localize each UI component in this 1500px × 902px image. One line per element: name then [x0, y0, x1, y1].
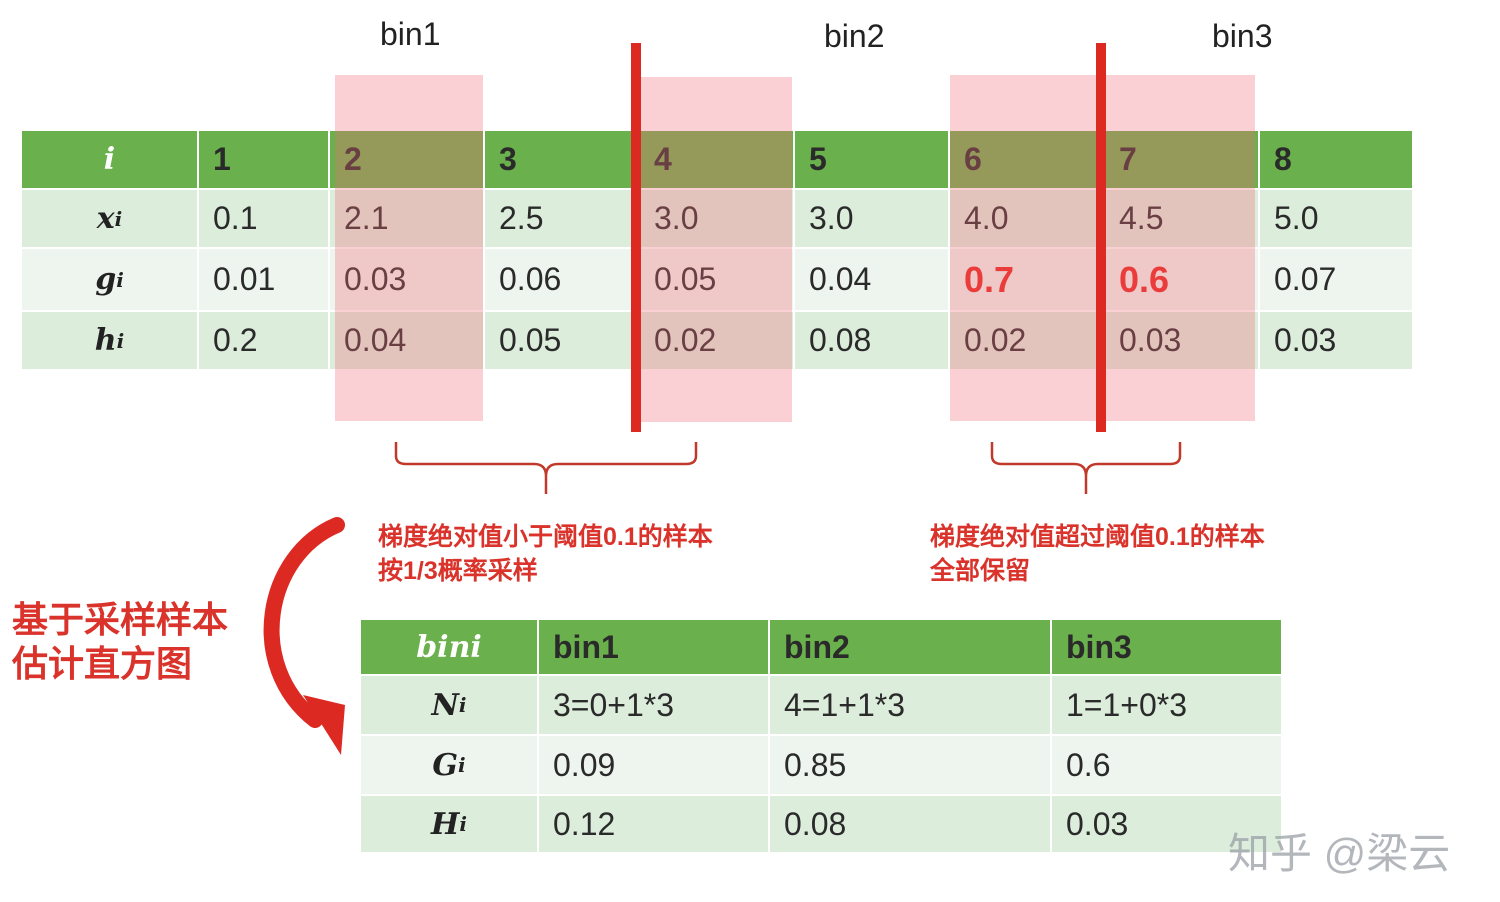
- N-value: 4=1+1*3: [770, 676, 1050, 734]
- index-cell: 8: [1260, 131, 1412, 188]
- bin3-label: bin3: [1212, 18, 1273, 54]
- index-cell: 2: [330, 131, 483, 188]
- h-value: 0.03: [1105, 312, 1258, 369]
- bin-divider: [631, 43, 641, 432]
- watermark: 知乎 @梁云: [1228, 830, 1451, 877]
- g-value: 0.04: [795, 249, 948, 310]
- h-value: 0.03: [1260, 312, 1412, 369]
- sampled-column-overlay: [335, 75, 483, 421]
- index-cell: 3: [485, 131, 638, 188]
- sampled-note: 梯度绝对值小于阈值0.1的样本 按1/3概率采样: [378, 523, 713, 585]
- index-cell: 6: [950, 131, 1103, 188]
- x-value: 4.0: [950, 190, 1103, 247]
- kept-note: 梯度绝对值超过阈值0.1的样本 全部保留: [930, 523, 1265, 585]
- g-value: 0.01: [199, 249, 328, 310]
- x-value: 3.0: [795, 190, 948, 247]
- h-value: 0.05: [485, 312, 638, 369]
- h-value: 0.02: [950, 312, 1103, 369]
- bin-header: bin3: [1052, 620, 1281, 674]
- index-cell: 5: [795, 131, 948, 188]
- x-value: 0.1: [199, 190, 328, 247]
- g-value-highlight: 0.6: [1105, 249, 1258, 310]
- g-value-highlight: 0.7: [950, 249, 1103, 310]
- index-cell: 1: [199, 131, 328, 188]
- bin-header: bin2: [770, 620, 1050, 674]
- H-value: 0.03: [1052, 796, 1281, 852]
- h-value: 0.04: [330, 312, 483, 369]
- x-value: 4.5: [1105, 190, 1258, 247]
- header-label-bini: bini: [361, 620, 537, 674]
- bin1-label: bin1: [380, 16, 441, 52]
- x-value: 3.0: [640, 190, 793, 247]
- N-value: 3=0+1*3: [539, 676, 768, 734]
- g-value: 0.06: [485, 249, 638, 310]
- g-value: 0.05: [640, 249, 793, 310]
- G-value: 0.6: [1052, 736, 1281, 794]
- left-brace-icon: [394, 442, 698, 494]
- x-value: 2.1: [330, 190, 483, 247]
- sampled-column-overlay: [640, 77, 792, 422]
- x-value: 2.5: [485, 190, 638, 247]
- right-brace-icon: [990, 442, 1182, 494]
- bin2-label: bin2: [824, 18, 885, 54]
- H-value: 0.08: [770, 796, 1050, 852]
- H-value: 0.12: [539, 796, 768, 852]
- header-label-i: i: [22, 131, 197, 188]
- g-value: 0.03: [330, 249, 483, 310]
- G-value: 0.85: [770, 736, 1050, 794]
- bin-divider: [1096, 43, 1106, 432]
- h-value: 0.08: [795, 312, 948, 369]
- index-cell: 4: [640, 131, 793, 188]
- histogram-note: 基于采样样本 估计直方图: [12, 599, 229, 684]
- G-value: 0.09: [539, 736, 768, 794]
- h-value: 0.2: [199, 312, 328, 369]
- bin-header: bin1: [539, 620, 768, 674]
- x-value: 5.0: [1260, 190, 1412, 247]
- h-value: 0.02: [640, 312, 793, 369]
- g-value: 0.07: [1260, 249, 1412, 310]
- N-value: 1=1+0*3: [1052, 676, 1281, 734]
- curved-arrow-icon: [263, 517, 345, 755]
- index-cell: 7: [1105, 131, 1258, 188]
